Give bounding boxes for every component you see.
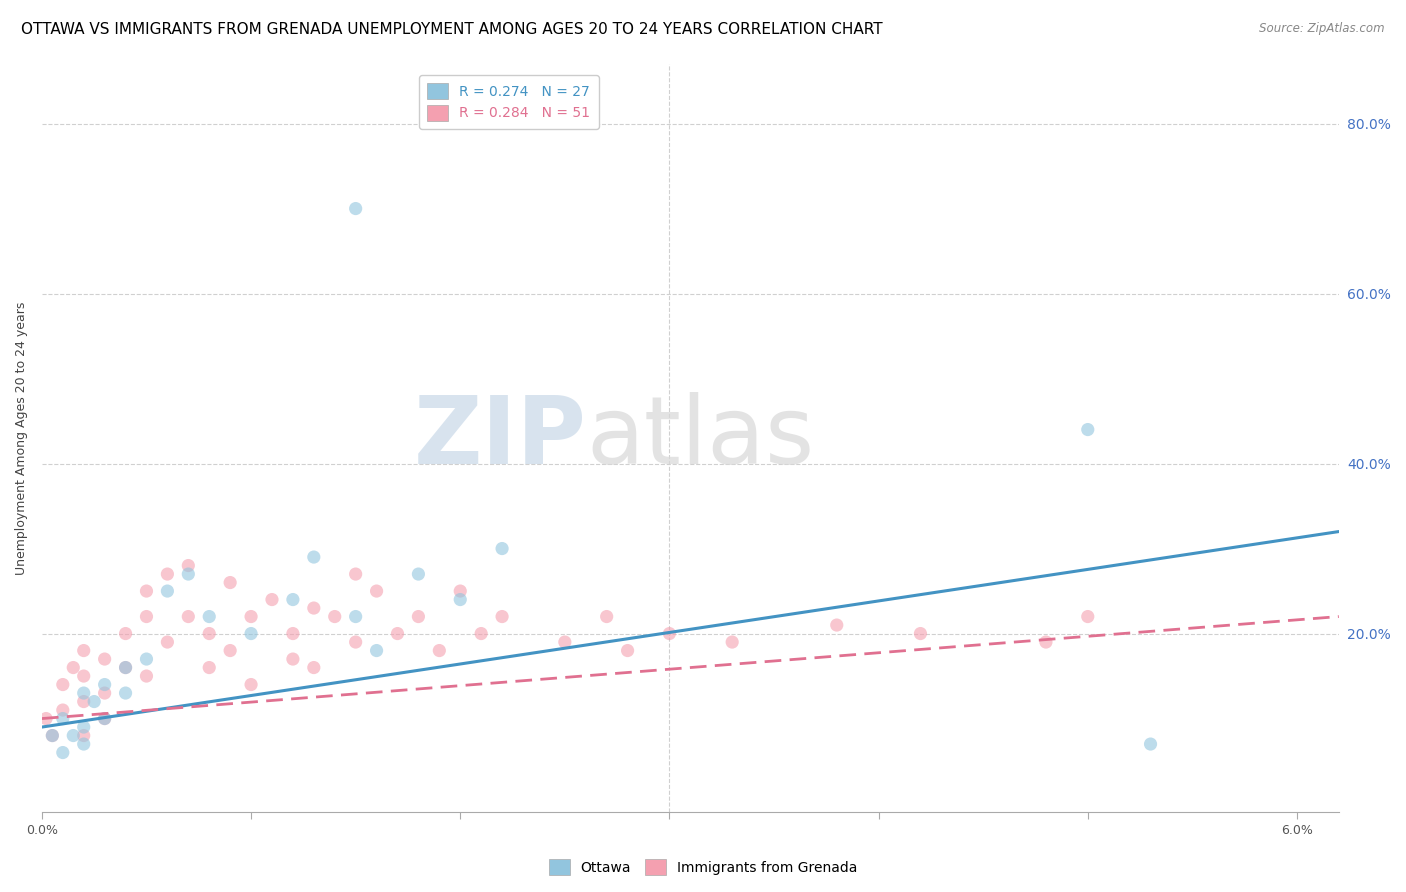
Point (470, 626, 492, 640)
Point (177, 558, 200, 573)
Point (73, 686, 96, 700)
Point (240, 609, 263, 624)
Point (1077, 423, 1099, 437)
Point (35, 712, 58, 726)
Point (198, 609, 221, 624)
Point (408, 609, 430, 624)
Legend: R = 0.274   N = 27, R = 0.284   N = 51: R = 0.274 N = 27, R = 0.284 N = 51 (419, 75, 599, 129)
Point (1035, 635, 1057, 649)
Point (449, 584, 471, 599)
Point (73, 737, 96, 751)
Point (93, 712, 115, 726)
Point (73, 669, 96, 683)
Point (52, 703, 75, 717)
Point (52, 677, 75, 691)
Point (344, 635, 367, 649)
Point (135, 669, 157, 683)
Point (73, 643, 96, 657)
Point (83, 694, 105, 708)
Point (219, 575, 242, 590)
Point (240, 626, 263, 640)
Point (114, 660, 136, 674)
Point (114, 626, 136, 640)
Point (302, 550, 325, 565)
Point (52, 712, 75, 726)
Point (344, 567, 367, 582)
Point (135, 652, 157, 666)
Point (616, 643, 638, 657)
Point (93, 652, 115, 666)
Point (344, 202, 367, 216)
Point (1139, 737, 1161, 751)
Point (156, 567, 179, 582)
Point (198, 626, 221, 640)
Point (135, 609, 157, 624)
Text: atlas: atlas (586, 392, 815, 484)
Point (1077, 609, 1099, 624)
Point (73, 720, 96, 734)
Point (156, 635, 179, 649)
Point (366, 643, 388, 657)
Point (281, 592, 304, 607)
Point (658, 626, 681, 640)
Point (281, 652, 304, 666)
Point (73, 729, 96, 743)
Point (93, 686, 115, 700)
Point (62, 729, 84, 743)
Y-axis label: Unemployment Among Ages 20 to 24 years: Unemployment Among Ages 20 to 24 years (15, 301, 28, 574)
Point (114, 686, 136, 700)
Point (93, 712, 115, 726)
Point (302, 601, 325, 615)
Point (825, 618, 848, 632)
Text: ZIP: ZIP (413, 392, 586, 484)
Point (219, 643, 242, 657)
Point (114, 660, 136, 674)
Point (910, 626, 932, 640)
Text: OTTAWA VS IMMIGRANTS FROM GRENADA UNEMPLOYMENT AMONG AGES 20 TO 24 YEARS CORRELA: OTTAWA VS IMMIGRANTS FROM GRENADA UNEMPL… (21, 22, 883, 37)
Point (177, 567, 200, 582)
Legend: Ottawa, Immigrants from Grenada: Ottawa, Immigrants from Grenada (543, 854, 863, 880)
Point (260, 592, 283, 607)
Point (387, 626, 409, 640)
Text: Source: ZipAtlas.com: Source: ZipAtlas.com (1260, 22, 1385, 36)
Point (73, 694, 96, 708)
Point (93, 677, 115, 691)
Point (344, 609, 367, 624)
Point (156, 584, 179, 599)
Point (135, 584, 157, 599)
Point (62, 660, 84, 674)
Point (323, 609, 346, 624)
Point (491, 609, 513, 624)
Point (41, 729, 63, 743)
Point (198, 660, 221, 674)
Point (491, 541, 513, 556)
Point (449, 592, 471, 607)
Point (41, 729, 63, 743)
Point (554, 635, 576, 649)
Point (52, 746, 75, 760)
Point (302, 660, 325, 674)
Point (721, 635, 744, 649)
Point (281, 626, 304, 640)
Point (595, 609, 617, 624)
Point (427, 643, 450, 657)
Point (366, 584, 388, 599)
Point (408, 567, 430, 582)
Point (240, 677, 263, 691)
Point (177, 609, 200, 624)
